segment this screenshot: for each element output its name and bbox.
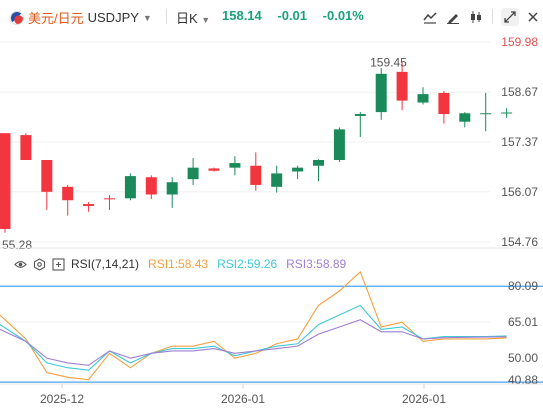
rsi-tick-label: 50.00 [508, 351, 538, 365]
candle-body [501, 112, 513, 114]
candle-body [0, 133, 11, 229]
price-tick-label: 159.98 [501, 35, 538, 49]
close-icon [528, 12, 538, 22]
close-button[interactable] [524, 8, 542, 26]
chevron-down-icon: ▼ [142, 12, 152, 23]
pair-name-cn: 美元/日元 [28, 11, 84, 26]
rsi-legend: RSI(7,14,21) RSI1:58.43 RSI2:59.26 RSI3:… [14, 257, 346, 271]
rsi3-value: RSI3:58.89 [286, 257, 347, 271]
candle-body [208, 168, 220, 171]
price-tick-label: 154.76 [501, 235, 538, 249]
candle-body [354, 114, 366, 116]
candle-body [396, 71, 408, 101]
last-price: 158.14 [222, 8, 262, 23]
quote-readout: 158.14 -0.01 -0.01% [222, 8, 376, 23]
chevron-down-icon: ▼ [201, 15, 211, 25]
rsi-params: RSI(7,14,21) [71, 257, 140, 271]
rsi1-value: RSI1:58.43 [148, 257, 209, 271]
fullscreen-icon [504, 11, 516, 23]
candle-body [271, 173, 283, 187]
price-change-percent: -0.01% [322, 8, 364, 23]
candle-body [83, 204, 95, 206]
rsi2-value: RSI2:59.26 [217, 257, 278, 271]
candle-body [438, 92, 450, 115]
expand-icon[interactable] [52, 257, 65, 271]
rsi-line-rsi2 [0, 304, 507, 371]
price-tick-label: 156.07 [501, 185, 538, 199]
top-toolbar: 美元/日元 USDJPY ▼ 日K ▼ 158.14 -0.01 -0.01% [0, 0, 543, 34]
price-change: -0.01 [277, 8, 308, 23]
price-tick-label: 158.67 [501, 85, 538, 99]
candle-body [124, 176, 136, 199]
candle-body [313, 160, 324, 166]
rsi-line-rsi3 [0, 319, 507, 366]
candle-body [20, 135, 32, 161]
price-grid [0, 41, 490, 243]
usd-jpy-flag-icon [10, 10, 24, 25]
rsi-grid [0, 285, 543, 383]
date-tick-label: 2025-12 [40, 392, 84, 406]
candle-body [459, 113, 471, 122]
candle-body [375, 73, 387, 113]
low-price-label: 55.28 [2, 238, 32, 252]
draw-button[interactable] [444, 8, 462, 26]
date-tick-label: 2026-01 [221, 392, 265, 406]
rsi-tick-label: 80.09 [508, 279, 538, 293]
compare-icon [471, 11, 481, 23]
period-label: 日K [176, 11, 198, 26]
candle-body [229, 163, 241, 168]
candle-body [187, 167, 199, 180]
date-tick-label: 2026-01 [402, 392, 446, 406]
high-price-label: 159.45 [370, 55, 407, 69]
price-axis: 159.98 158.67 157.37 156.07 154.76 [501, 35, 538, 249]
rsi-line-rsi1 [0, 270, 507, 381]
fullscreen-button[interactable] [501, 8, 519, 26]
pair-code: USDJPY [87, 10, 139, 25]
candle-body [250, 165, 262, 185]
period-selector[interactable]: 日K ▼ [176, 8, 210, 27]
draw-icon [447, 14, 459, 24]
candle-body [62, 186, 74, 201]
candle-body [145, 177, 157, 195]
candle-body [292, 167, 304, 172]
eye-icon[interactable] [14, 258, 27, 271]
candle-body [166, 182, 178, 195]
candle-body [104, 198, 115, 200]
indicator-button[interactable] [421, 8, 439, 26]
indicator-icon [423, 12, 437, 24]
rsi-series [0, 270, 507, 381]
rsi-axis: 80.09 65.01 50.00 40.88 [508, 279, 538, 387]
symbol-selector[interactable]: 美元/日元 USDJPY ▼ [10, 8, 152, 27]
chart-area[interactable]: 159.98 158.67 157.37 156.07 154.76 159.45 55… [0, 34, 543, 413]
compare-button[interactable] [467, 8, 485, 26]
rsi-tick-label: 65.01 [508, 315, 538, 329]
candle-body [480, 113, 492, 115]
candle-body [333, 129, 345, 161]
candle-body [41, 160, 53, 192]
candle-body [417, 94, 429, 103]
divider [492, 9, 493, 24]
price-tick-label: 157.37 [501, 135, 538, 149]
settings-icon[interactable] [33, 257, 46, 271]
candlestick-series [0, 62, 513, 233]
date-axis: 2025-12 2026-01 2026-01 [0, 383, 543, 406]
rsi-tick-label: 40.88 [508, 373, 538, 387]
divider [166, 9, 167, 24]
